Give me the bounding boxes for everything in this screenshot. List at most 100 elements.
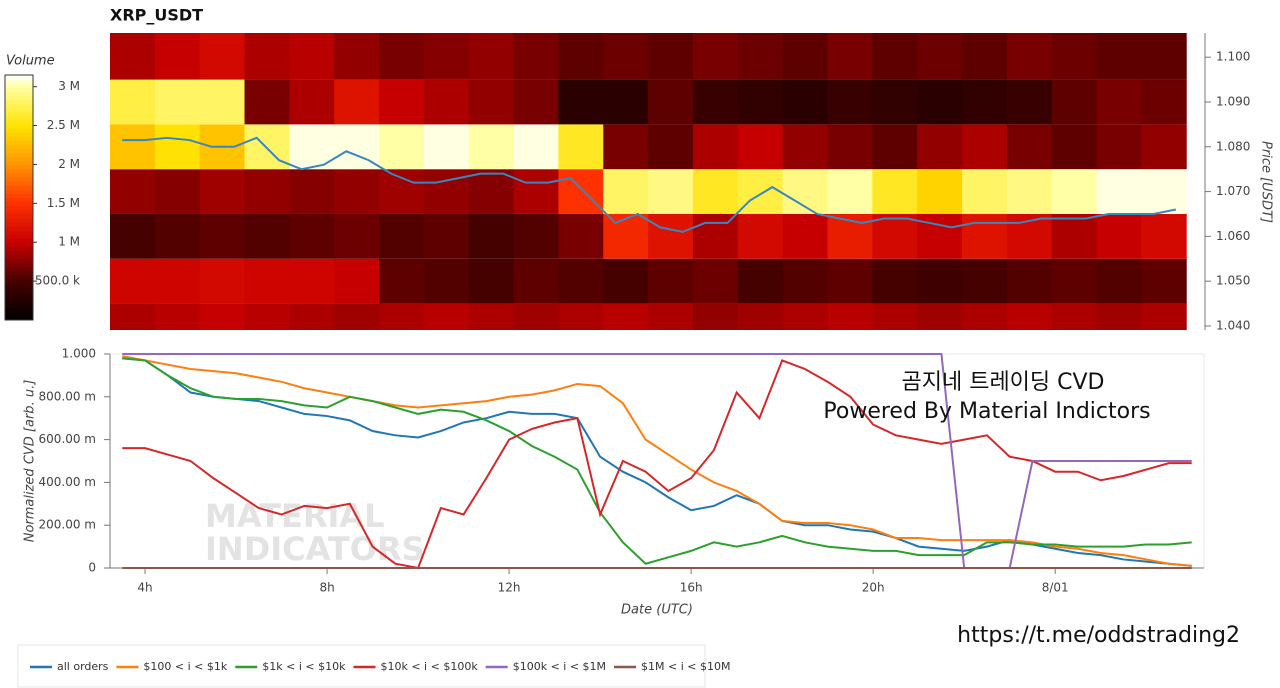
heat-cell: [558, 258, 604, 304]
colorbar-segment: [5, 177, 33, 182]
colorbar-tick-label: 3 M: [58, 79, 80, 93]
annotation: 곰지네 트레이딩 CVD: [901, 370, 1104, 395]
heat-cell: [379, 124, 425, 170]
heat-cell: [961, 258, 1008, 304]
heat-cell: [1141, 169, 1187, 214]
colorbar-segment: [5, 295, 33, 301]
colorbar-segment: [5, 107, 33, 113]
heat-cell: [737, 124, 784, 170]
colorbar-segment: [5, 95, 33, 100]
heat-cell: [334, 258, 380, 304]
colorbar-segment: [5, 193, 33, 198]
heat-cell: [782, 79, 828, 125]
colorbar-segment: [5, 201, 33, 207]
heat-cell: [1096, 258, 1142, 304]
heat-cell: [110, 124, 156, 170]
colorbar-segment: [5, 258, 33, 264]
heat-cell: [379, 169, 425, 214]
colorbar-segment: [5, 238, 33, 243]
heat-cell: [1006, 33, 1053, 80]
colorbar-label: Volume: [6, 54, 55, 69]
colorbar-segment: [5, 283, 33, 288]
legend-label: $100 < i < $1k: [143, 660, 227, 673]
heat-cell: [692, 169, 739, 214]
colorbar-segment: [5, 140, 33, 145]
heat-cell: [244, 169, 290, 214]
heat-cell: [289, 258, 335, 304]
colorbar-segment: [5, 103, 33, 109]
colorbar-segment: [5, 234, 33, 239]
heat-cell: [692, 213, 739, 259]
y-tick-label: 1.000: [62, 347, 96, 361]
heat-cell: [199, 258, 246, 304]
y-axis-label: Price [USDT]: [1259, 141, 1274, 223]
colorbar-segment: [5, 246, 33, 252]
heat-cell: [1096, 79, 1142, 125]
heat-cell: [154, 79, 201, 125]
colorbar-tick-label: 500.0 k: [35, 274, 80, 288]
link: https://t.me/oddstrading2: [957, 623, 1240, 648]
heat-cell: [379, 213, 425, 259]
heat-cell: [961, 124, 1008, 170]
colorbar-segment: [5, 266, 33, 272]
heat-cell: [872, 33, 918, 80]
heat-cell: [872, 303, 918, 330]
annotation: Powered By Material Indictors: [823, 399, 1150, 424]
heat-cell: [961, 79, 1008, 125]
colorbar-segment: [5, 291, 33, 296]
colorbar-segment: [5, 148, 33, 154]
heat-cell: [827, 124, 873, 170]
colorbar-segment: [5, 99, 33, 105]
legend-box: [17, 644, 706, 688]
x-tick-label: 12h: [498, 581, 521, 595]
heat-cell: [558, 303, 604, 330]
heat-cell: [1051, 124, 1098, 170]
heat-cell: [468, 33, 515, 80]
heat-cell: [782, 303, 828, 330]
colorbar-segment: [5, 156, 33, 162]
heat-cell: [289, 169, 335, 214]
heat-cell: [1141, 124, 1187, 170]
heat-cell: [603, 169, 649, 214]
heat-cell: [334, 213, 380, 259]
heat-cell: [603, 303, 649, 330]
heat-cell: [917, 213, 963, 259]
heat-cell: [513, 33, 559, 80]
series-line: [122, 359, 1192, 570]
colorbar-segment: [5, 128, 33, 133]
heat-cell: [1006, 124, 1053, 170]
heat-cell: [917, 124, 963, 170]
heat-cell: [513, 124, 559, 170]
heat-cell: [154, 303, 201, 330]
heat-cell: [154, 169, 201, 214]
colorbar-segment: [5, 132, 33, 137]
heat-cell: [872, 79, 918, 125]
heat-cell: [154, 33, 201, 80]
colorbar-tick-label: 1 M: [58, 235, 80, 249]
colorbar-frame: [4, 74, 34, 321]
watermark: INDICATORS: [205, 530, 425, 568]
heat-cell: [334, 303, 380, 330]
colorbar-segment: [5, 173, 33, 178]
heat-cell: [558, 124, 604, 170]
heat-cell: [1051, 258, 1098, 304]
colorbar-segment: [5, 242, 33, 247]
heat-cell: [961, 213, 1008, 259]
heat-cell: [1006, 303, 1053, 330]
heat-cell: [737, 79, 784, 125]
x-tick-label: 8/01: [1042, 581, 1069, 595]
heat-cell: [603, 79, 649, 125]
heat-cell: [692, 79, 739, 125]
colorbar-segment: [5, 279, 33, 284]
heat-cell: [737, 303, 784, 330]
heat-cell: [379, 79, 425, 125]
heat-cell: [961, 169, 1008, 214]
heat-cell: [379, 33, 425, 80]
y-tick-label: 1.060: [1216, 229, 1250, 243]
series-line: [122, 357, 1192, 565]
colorbar-segment: [5, 299, 33, 305]
heat-cell: [513, 169, 559, 214]
heat-cell: [603, 33, 649, 80]
y-tick-label: 400.00 m: [39, 475, 97, 489]
heat-cell: [558, 169, 604, 214]
